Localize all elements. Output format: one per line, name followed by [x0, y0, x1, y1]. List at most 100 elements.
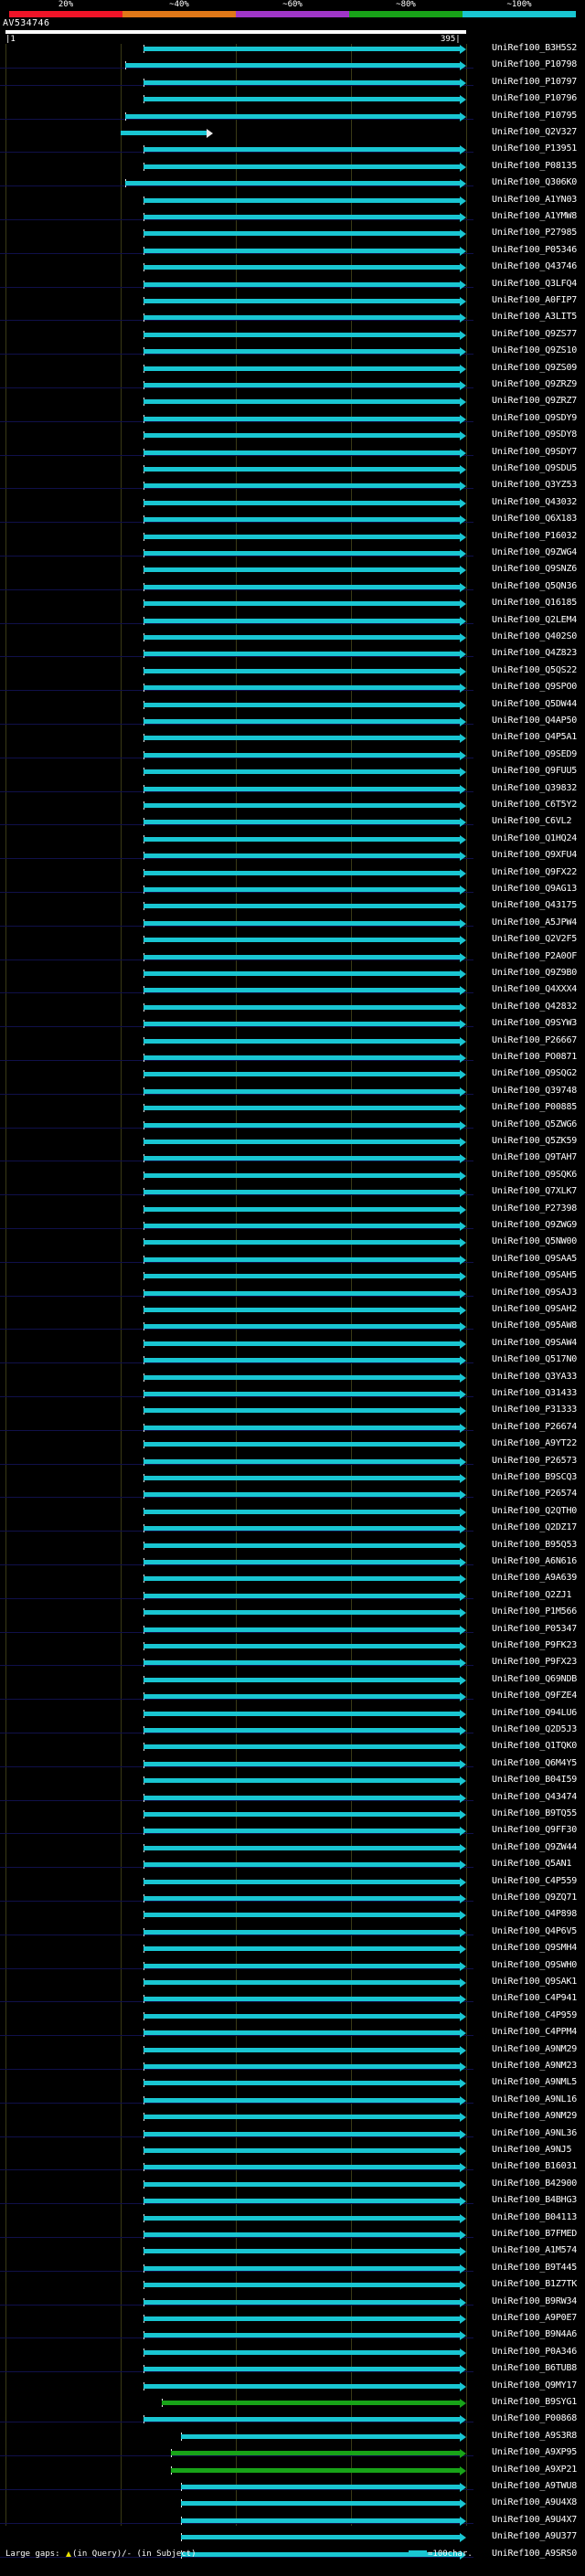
hsp-bar[interactable]	[144, 2098, 460, 2103]
hsp-bar[interactable]	[144, 517, 460, 522]
hsp-bar[interactable]	[144, 1308, 460, 1312]
hsp-bar[interactable]	[181, 2552, 460, 2557]
hit-label[interactable]: UniRef100_A9NL36	[492, 2128, 578, 2138]
hsp-bar[interactable]	[144, 703, 460, 707]
hit-label[interactable]: UniRef100_Q43474	[492, 1792, 578, 1802]
hsp-bar[interactable]	[144, 1862, 460, 1867]
hsp-bar[interactable]	[144, 366, 460, 371]
hit-label[interactable]: UniRef100_A9U4X7	[492, 2515, 578, 2525]
hsp-bar[interactable]	[144, 1510, 460, 1514]
hsp-bar[interactable]	[144, 769, 460, 774]
hsp-bar[interactable]	[144, 2148, 460, 2153]
hit-label[interactable]: UniRef100_B04I59	[492, 1775, 578, 1785]
hsp-bar[interactable]	[144, 1190, 460, 1194]
hsp-bar[interactable]	[144, 1678, 460, 1682]
hit-label[interactable]: UniRef100_P1M566	[492, 1606, 578, 1617]
hsp-bar[interactable]	[144, 2283, 460, 2287]
hit-label[interactable]: UniRef100_Q6M4Y5	[492, 1758, 578, 1768]
hsp-bar[interactable]	[144, 2165, 460, 2169]
hsp-bar[interactable]	[144, 1880, 460, 1884]
hsp-bar[interactable]	[144, 1476, 460, 1480]
hsp-bar[interactable]	[144, 2333, 460, 2337]
hit-label[interactable]: UniRef100_Q5ZWG6	[492, 1119, 578, 1129]
hit-label[interactable]: UniRef100_Q4P5A1	[492, 732, 578, 742]
hsp-bar[interactable]	[144, 215, 460, 219]
hit-label[interactable]: UniRef100_B9TQ55	[492, 1808, 578, 1818]
hsp-bar[interactable]	[144, 433, 460, 438]
hsp-bar[interactable]	[144, 1459, 460, 1464]
hit-label[interactable]: UniRef100_P10795	[492, 111, 578, 121]
hsp-bar[interactable]	[144, 1156, 460, 1161]
hit-label[interactable]: UniRef100_Q9ZRZ7	[492, 396, 578, 406]
hit-label[interactable]: UniRef100_P05347	[492, 1624, 578, 1634]
hsp-bar[interactable]	[181, 2535, 460, 2539]
hsp-bar[interactable]	[144, 1005, 460, 1010]
hsp-bar[interactable]	[144, 265, 460, 270]
hit-label[interactable]: UniRef100_P9FX23	[492, 1657, 578, 1667]
hsp-bar[interactable]	[144, 1660, 460, 1665]
hsp-bar[interactable]	[144, 249, 460, 253]
hit-label[interactable]: UniRef100_Q9SAJ3	[492, 1288, 578, 1298]
hit-label[interactable]: UniRef100_Q2D5J3	[492, 1724, 578, 1734]
hsp-bar[interactable]	[144, 1997, 460, 2001]
hsp-bar[interactable]	[144, 399, 460, 404]
hit-label[interactable]: UniRef100_A9NM29	[492, 2111, 578, 2121]
hit-label[interactable]: UniRef100_B9N4A6	[492, 2329, 578, 2339]
hsp-bar[interactable]	[144, 97, 460, 101]
hit-label[interactable]: UniRef100_PO0871	[492, 1052, 578, 1062]
hit-label[interactable]: UniRef100_Q2DZ17	[492, 1522, 578, 1532]
hit-label[interactable]: UniRef100_A9XP95	[492, 2447, 578, 2457]
hsp-bar[interactable]	[144, 1375, 460, 1380]
hit-label[interactable]: UniRef100_B42900	[492, 2178, 578, 2189]
hit-label[interactable]: UniRef100_Q9ZS09	[492, 363, 578, 373]
hsp-bar[interactable]	[144, 2266, 460, 2271]
hsp-bar[interactable]	[144, 955, 460, 959]
hit-label[interactable]: UniRef100_B1Z7TK	[492, 2279, 578, 2289]
hit-label[interactable]: UniRef100_Q1TQK0	[492, 1741, 578, 1751]
hit-label[interactable]: UniRef100_C4PPM4	[492, 2027, 578, 2037]
hsp-bar[interactable]	[144, 1728, 460, 1733]
hit-label[interactable]: UniRef100_Q9SAK1	[492, 1977, 578, 1987]
hit-label[interactable]: UniRef100_C6VL2	[492, 816, 572, 826]
hsp-bar[interactable]	[181, 2518, 460, 2523]
hsp-bar[interactable]	[144, 619, 460, 623]
hit-label[interactable]: UniRef100_C4P959	[492, 2010, 578, 2020]
hit-label[interactable]: UniRef100_P00868	[492, 2413, 578, 2423]
hsp-bar[interactable]	[144, 2199, 460, 2203]
hsp-bar[interactable]	[144, 1576, 460, 1581]
hit-label[interactable]: UniRef100_Q42832	[492, 1002, 578, 1012]
hsp-bar[interactable]	[144, 2132, 460, 2136]
hit-label[interactable]: UniRef100_B3H5S2	[492, 43, 578, 53]
hit-label[interactable]: UniRef100_Q95AW8	[492, 1320, 578, 1330]
hsp-bar[interactable]	[144, 719, 460, 724]
hit-label[interactable]: UniRef100_A9NL16	[492, 2094, 578, 2104]
hsp-bar[interactable]	[144, 1426, 460, 1430]
hsp-bar[interactable]	[144, 1224, 460, 1228]
hsp-bar[interactable]	[144, 1778, 460, 1783]
hsp-bar[interactable]	[144, 282, 460, 287]
hit-label[interactable]: UniRef100_P16032	[492, 531, 578, 541]
hsp-bar[interactable]	[144, 1744, 460, 1749]
hit-label[interactable]: UniRef100_Q5NW00	[492, 1236, 578, 1246]
hit-label[interactable]: UniRef100_P27985	[492, 228, 578, 238]
hsp-bar[interactable]	[144, 837, 460, 842]
hsp-bar[interactable]	[144, 483, 460, 488]
hsp-bar[interactable]	[144, 787, 460, 791]
hsp-bar[interactable]	[144, 1240, 460, 1245]
hit-label[interactable]: UniRef100_A9NM29	[492, 2044, 578, 2054]
hit-label[interactable]: UniRef100_Q4P6V5	[492, 1926, 578, 1936]
hit-label[interactable]: UniRef100_Q9SMH4	[492, 1943, 578, 1953]
hsp-bar[interactable]	[144, 1560, 460, 1564]
hsp-bar[interactable]	[144, 601, 460, 606]
hsp-bar[interactable]	[144, 938, 460, 942]
hit-label[interactable]: UniRef100_P08135	[492, 161, 578, 171]
hsp-bar[interactable]	[144, 147, 460, 152]
hit-label[interactable]: UniRef100_A9U377	[492, 2531, 578, 2541]
hsp-bar[interactable]	[121, 131, 207, 135]
hsp-bar[interactable]	[144, 451, 460, 455]
hit-label[interactable]: UniRef100_B9SYG1	[492, 2397, 578, 2407]
hit-label[interactable]: UniRef100_A9S3R8	[492, 2431, 578, 2441]
hsp-bar[interactable]	[144, 1324, 460, 1329]
hit-label[interactable]: UniRef100_Q9SDU5	[492, 463, 578, 473]
hsp-bar[interactable]	[144, 921, 460, 926]
